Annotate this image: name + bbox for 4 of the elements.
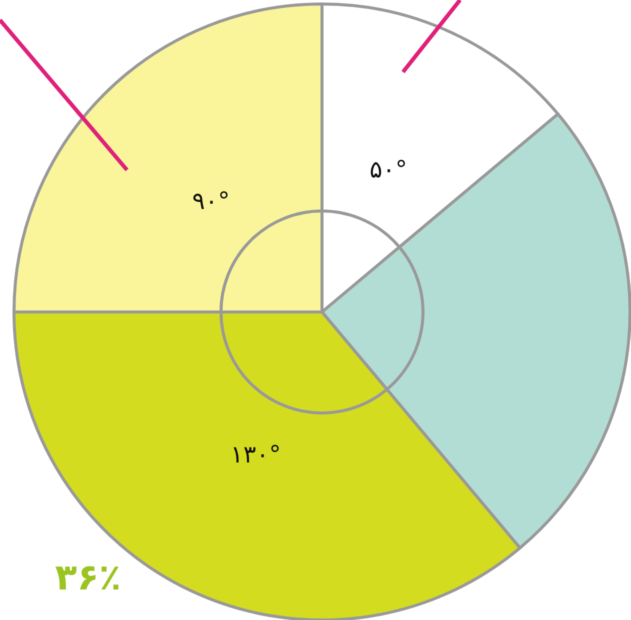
text: ۳۶٪ [55, 558, 121, 598]
data-label: ۱۳۰° [230, 440, 281, 468]
data-label: ۵۰° [369, 156, 408, 184]
data-label: ۹۰° [192, 186, 230, 215]
